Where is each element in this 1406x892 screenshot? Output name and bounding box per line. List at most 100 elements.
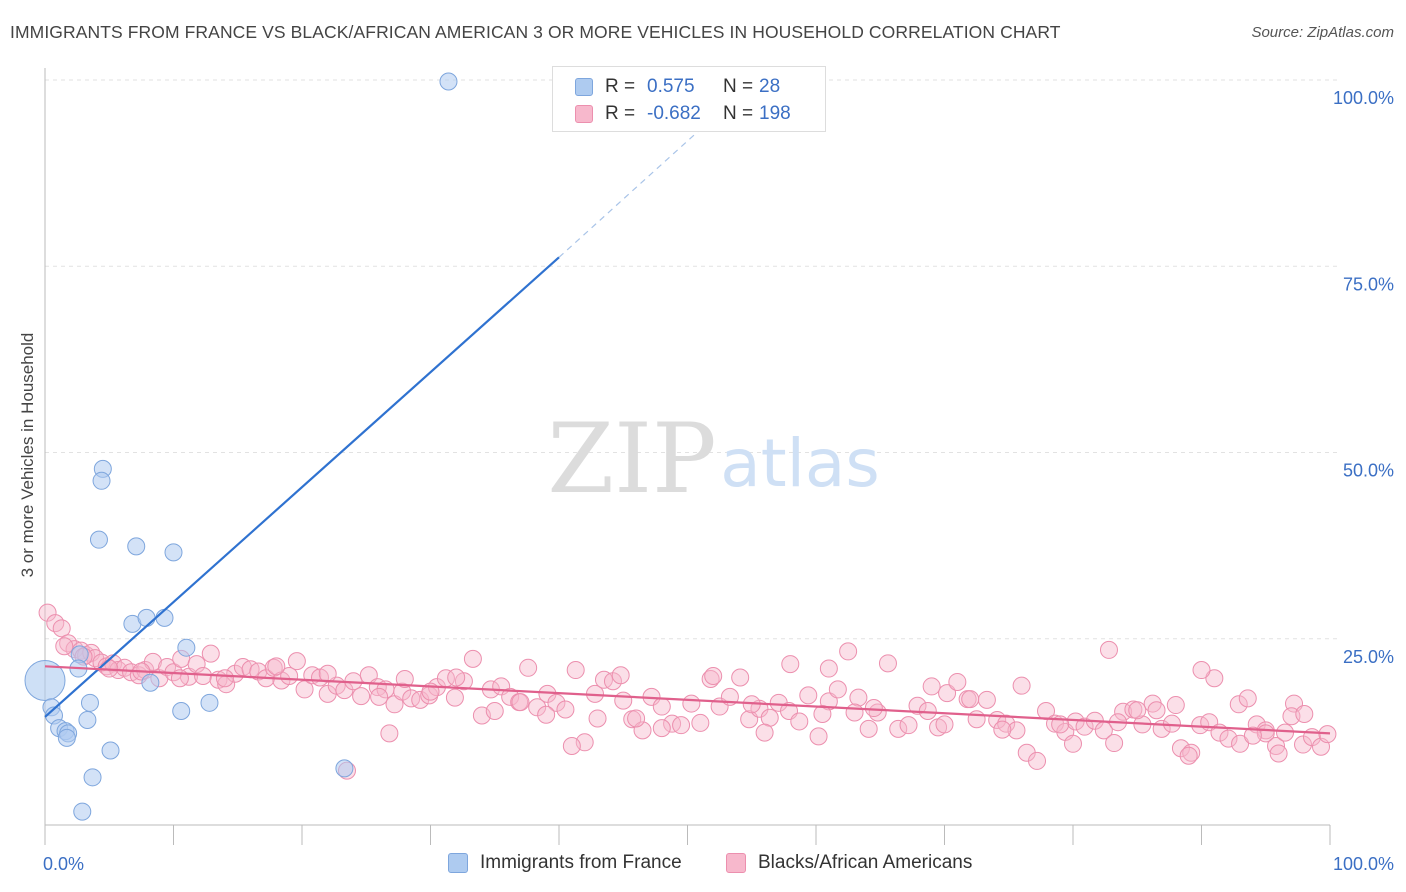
pink-point: [55, 637, 74, 656]
pink-point: [1182, 743, 1201, 762]
pink-point: [447, 668, 466, 687]
y-tick-label: 75.0%: [1343, 274, 1394, 294]
pink-point: [38, 603, 57, 622]
pink-point: [889, 719, 908, 738]
r-value: 0.575: [647, 76, 695, 97]
y-axis-label: 3 or more Vehicles in Household: [18, 332, 37, 578]
pink-point: [1147, 701, 1166, 720]
pink-point: [878, 654, 897, 673]
pink-point: [1166, 696, 1185, 715]
pink-swatch: [726, 853, 746, 873]
pink-point: [977, 690, 996, 709]
pink-point: [201, 644, 220, 663]
pink-point: [781, 655, 800, 674]
x-tick-label: 0.0%: [43, 854, 84, 874]
blue-point: [57, 728, 76, 747]
pink-point: [1229, 695, 1248, 714]
blue-point: [177, 638, 196, 657]
pink-point: [287, 652, 306, 671]
pink-point: [588, 709, 607, 728]
pink-point: [627, 709, 646, 728]
pink-point: [672, 716, 691, 735]
pink-point: [1099, 640, 1118, 659]
y-tick-label: 25.0%: [1343, 647, 1394, 667]
legend-item-france: Immigrants from France: [448, 852, 682, 874]
watermark-zip: ZIP: [547, 403, 716, 515]
pink-point: [1028, 751, 1047, 770]
legend-item-black: Blacks/African Americans: [726, 852, 972, 874]
blue-point: [164, 543, 183, 562]
blue-swatch: [575, 78, 593, 96]
blue-point: [73, 802, 92, 821]
pink-point: [485, 702, 504, 721]
pink-point: [611, 666, 630, 685]
pink-point: [864, 699, 883, 718]
pink-point: [691, 713, 710, 732]
stats-legend: R = 0.575 N = 28 R = -0.682 N = 198: [552, 66, 826, 132]
pink-point: [1238, 689, 1257, 708]
tick-labels: 25.0% 50.0% 75.0% 100.0% 0.0% 100.0%: [43, 88, 1394, 874]
y-tick-label: 100.0%: [1333, 88, 1394, 108]
blue-trend-line: [44, 256, 560, 718]
pink-point: [1075, 717, 1094, 736]
blue-series-points: [24, 72, 458, 821]
pink-point: [501, 687, 520, 706]
pink-point: [948, 672, 967, 691]
pink-point: [633, 721, 652, 740]
pink-point: [1205, 669, 1224, 688]
chart-source: Source: ZipAtlas.com: [1251, 24, 1394, 41]
pink-point: [511, 693, 530, 712]
pink-point: [1162, 714, 1181, 733]
blue-point: [92, 471, 111, 490]
pink-point: [1064, 734, 1082, 753]
blue-point: [83, 768, 102, 787]
pink-point: [652, 697, 671, 716]
pink-point: [967, 710, 986, 729]
y-tick-label: 50.0%: [1343, 461, 1394, 481]
pink-point: [1105, 734, 1124, 753]
chart-title: IMMIGRANTS FROM FRANCE VS BLACK/AFRICAN …: [10, 22, 1061, 42]
pink-trend-line: [44, 665, 1331, 735]
pink-point: [809, 727, 828, 746]
blue-point: [89, 530, 108, 549]
pink-point: [701, 669, 720, 688]
pink-point: [594, 670, 613, 689]
pink-point: [755, 723, 774, 742]
pink-point: [704, 667, 723, 685]
pink-point: [52, 619, 71, 638]
blue-swatch: [448, 853, 468, 873]
pink-point: [839, 642, 858, 661]
pink-point: [908, 696, 927, 715]
pink-point: [819, 659, 838, 678]
pink-point: [528, 698, 547, 717]
pink-point: [249, 662, 268, 681]
blue-point: [172, 702, 191, 721]
pink-point: [215, 669, 234, 688]
r-label: R =: [605, 76, 636, 97]
pink-point: [463, 649, 482, 668]
pink-point: [1267, 737, 1286, 756]
grid-lines: [45, 79, 1338, 640]
blue-point: [200, 693, 219, 712]
pink-point: [1171, 739, 1190, 758]
pink-point: [1192, 661, 1211, 680]
blue-point: [101, 741, 120, 760]
n-label: N =: [723, 103, 754, 124]
pink-point: [938, 684, 957, 703]
blue-point: [141, 673, 160, 692]
pink-point: [1128, 701, 1147, 720]
pink-point: [194, 667, 213, 685]
pink-point: [663, 714, 682, 733]
pink-point: [1179, 746, 1198, 765]
pink-point: [1012, 676, 1031, 695]
pink-point: [537, 705, 556, 724]
r-label: R =: [605, 103, 636, 124]
blue-point: [80, 693, 99, 712]
n-value: 198: [759, 103, 791, 124]
x-tick-label: 100.0%: [1333, 854, 1394, 874]
legend-label-france: Immigrants from France: [480, 852, 682, 873]
pink-point: [993, 720, 1012, 739]
pink-point: [813, 704, 832, 723]
legend-row-black: R = -0.682 N = 198: [575, 102, 791, 126]
